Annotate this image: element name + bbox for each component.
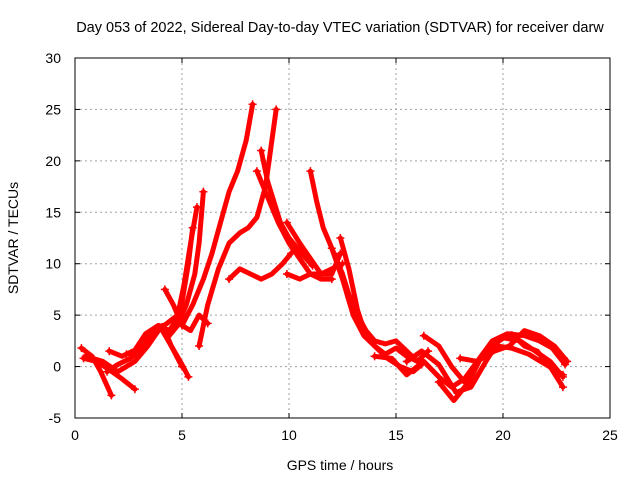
plus-marker (252, 167, 261, 176)
series-arc-8 (162, 286, 211, 334)
y-tick-label: -5 (49, 410, 62, 426)
series-arc-11 (226, 250, 294, 282)
plus-marker (139, 336, 148, 345)
y-tick-label: 0 (53, 359, 61, 375)
plus-marker (558, 383, 567, 392)
series-arc-16 (307, 168, 420, 364)
plot-frame (74, 57, 611, 419)
y-tick-label: 15 (45, 204, 61, 220)
plus-marker (160, 285, 169, 294)
y-tick-label: 20 (45, 153, 61, 169)
plus-marker (225, 275, 234, 284)
series-arc-21 (421, 331, 568, 385)
series-arc-13 (254, 168, 335, 282)
series-arc-9 (179, 101, 256, 328)
grid-layer (75, 58, 610, 418)
plus-marker (306, 167, 315, 176)
y-tick-label: 5 (53, 307, 61, 323)
chart-title: Day 053 of 2022, Sidereal Day-to-day VTE… (76, 20, 604, 36)
series-arc-15 (284, 261, 345, 282)
y-tick-label: 30 (45, 50, 61, 66)
plus-marker (558, 370, 567, 379)
plus-marker (282, 270, 291, 278)
plus-marker (419, 331, 428, 340)
y-axis-label: SDTVAR / TECUs (5, 182, 21, 294)
plus-marker (188, 223, 197, 232)
plus-marker (199, 187, 208, 196)
y-tick-label: 25 (45, 101, 61, 117)
plus-marker (178, 362, 186, 371)
series-arc-22 (436, 343, 566, 403)
series-arc-7 (141, 322, 185, 370)
plus-marker (257, 146, 266, 155)
plus-marker (248, 100, 257, 109)
plus-marker (122, 350, 131, 359)
plus-marker (81, 352, 90, 361)
plus-marker (130, 385, 139, 394)
x-tick-label: 25 (602, 427, 618, 443)
plus-marker (184, 372, 193, 381)
tick-layer: 0 5 10 15 20 25 -5 0 5 10 15 20 25 30 (45, 50, 618, 443)
series-arc-23 (457, 328, 570, 364)
plus-marker (336, 234, 345, 242)
plus-marker (178, 321, 186, 330)
plus-marker (370, 352, 379, 361)
plus-marker (107, 391, 116, 400)
x-tick-label: 20 (495, 427, 511, 443)
plus-marker (195, 342, 204, 350)
x-tick-label: 0 (71, 427, 79, 443)
y-tick-label: 10 (45, 256, 61, 272)
plus-marker (563, 357, 572, 366)
series-arc-10 (196, 106, 279, 349)
plus-marker (434, 378, 443, 386)
x-axis-label: GPS time / hours (287, 457, 394, 473)
plus-marker (456, 354, 465, 363)
series-layer (77, 100, 572, 403)
plus-marker (105, 347, 114, 356)
x-tick-label: 10 (281, 427, 297, 443)
plus-marker (77, 344, 86, 353)
x-tick-label: 15 (388, 427, 404, 443)
plus-marker (103, 367, 112, 376)
plus-marker (282, 218, 291, 227)
plus-marker (192, 203, 201, 212)
plus-marker (272, 105, 281, 114)
plus-marker (327, 244, 336, 253)
plus-marker (402, 357, 411, 366)
x-tick-label: 5 (178, 427, 186, 443)
